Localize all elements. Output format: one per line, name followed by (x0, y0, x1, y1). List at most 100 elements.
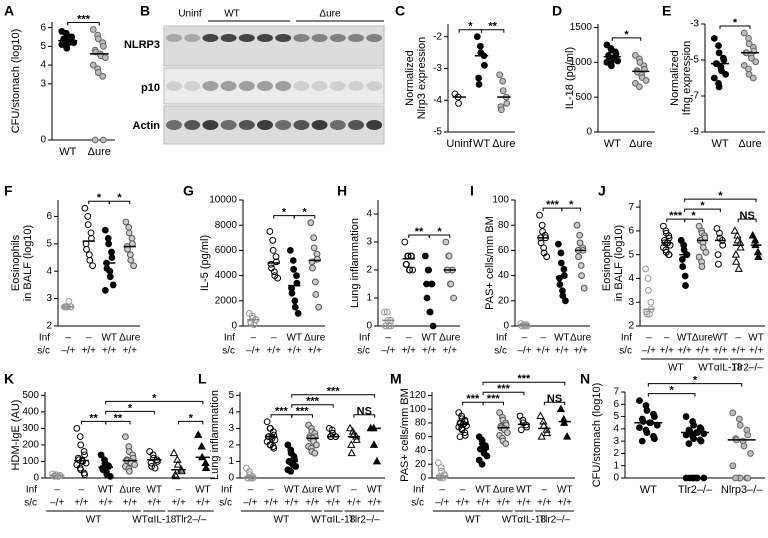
panel-letter: H (337, 183, 347, 199)
inf-label: WT (677, 333, 693, 344)
data-point (127, 256, 135, 264)
y-tick-label: 5 (228, 390, 234, 401)
data-point (383, 308, 391, 316)
significance-label: * (128, 402, 133, 414)
data-point (729, 462, 737, 470)
inf-label: – (79, 485, 85, 496)
y-axis-label: Normalized (404, 50, 416, 106)
data-point (245, 467, 253, 475)
blot-band (257, 120, 273, 130)
sc-label: +/+ (443, 346, 458, 357)
blot-band (329, 120, 346, 130)
data-point (718, 67, 725, 75)
data-point (562, 432, 572, 440)
blot-band (348, 81, 364, 91)
inf-label: – (54, 485, 60, 496)
y-tick-label: 0 (228, 473, 234, 484)
data-point (682, 282, 689, 289)
y-tick-label: 3 (40, 78, 46, 89)
x-tick-label: Δure (88, 146, 111, 158)
data-point (475, 74, 482, 82)
y-tick-label: -2 (433, 31, 442, 42)
x-tick-label: Uninf (446, 138, 473, 150)
inf-label: WT (286, 333, 302, 344)
data-point (272, 253, 280, 261)
inf-label: – (248, 485, 254, 496)
data-point (690, 421, 697, 429)
data-point (73, 461, 81, 469)
row-label: s/c (219, 498, 232, 509)
data-point (715, 42, 722, 49)
data-point (148, 463, 156, 470)
data-point (85, 251, 93, 259)
significance-label: ** (114, 412, 123, 424)
data-point (347, 440, 356, 448)
data-point (445, 252, 453, 260)
y-axis-label: CFU/stomach (log10) (591, 383, 603, 488)
data-point (697, 437, 705, 445)
data-point (749, 74, 757, 82)
data-point (434, 459, 442, 467)
data-point (747, 450, 754, 457)
significance-bracket (291, 394, 376, 398)
data-point (516, 412, 524, 420)
y-tick-label: 40 (415, 445, 427, 456)
sc-label: +/+ (455, 498, 470, 509)
data-point (151, 464, 159, 472)
inf-label: – (65, 333, 71, 344)
inf-label: – (460, 485, 466, 496)
row-label: NLRP3 (124, 39, 160, 51)
inf-label: WT (421, 333, 437, 344)
sc-label: +/+ (98, 498, 113, 509)
y-tick-label: 3 (628, 297, 634, 308)
data-point (284, 441, 292, 449)
blot-band (238, 120, 255, 130)
panel-letter: G (183, 183, 194, 199)
inf-label: Δure (119, 333, 141, 344)
data-point (266, 228, 274, 235)
data-point (169, 448, 179, 457)
y-tick-label: 100 (492, 195, 509, 206)
data-point (311, 278, 319, 286)
data-point (577, 262, 585, 269)
sc-label: +/+ (347, 498, 362, 509)
data-point (86, 256, 94, 264)
blot-band (238, 34, 255, 42)
data-point (270, 444, 278, 452)
data-point (84, 213, 92, 220)
inf-label: – (735, 333, 741, 344)
data-point (425, 266, 433, 274)
data-point (744, 431, 752, 439)
data-point (97, 451, 105, 459)
data-point (714, 251, 722, 259)
data-point (290, 265, 298, 273)
y-tick-label: 3 (46, 293, 52, 304)
significance-label: *** (327, 386, 341, 398)
y-tick-label: 6 (613, 399, 619, 410)
data-point (715, 49, 723, 57)
y-axis-label: IL-5 (pg/ml) (199, 235, 211, 291)
data-point (503, 100, 511, 107)
blot-band (184, 81, 201, 91)
y-tick-label: 120 (409, 390, 426, 401)
data-point (250, 321, 258, 329)
data-point (426, 308, 434, 316)
data-point (450, 294, 458, 302)
sc-label: +/+ (285, 498, 300, 509)
sc-label: +/+ (422, 346, 437, 357)
data-point (77, 441, 85, 449)
panel-letter: M (390, 371, 402, 387)
sc-label: +/+ (713, 346, 728, 357)
inf-label: WT (98, 485, 114, 496)
blot-band (275, 34, 292, 42)
blot-band (293, 120, 310, 130)
significance-bracket (353, 414, 376, 418)
data-point (702, 248, 710, 256)
data-point (580, 284, 588, 292)
data-point (81, 451, 88, 459)
row-label: Inf (413, 485, 424, 496)
blot-band (348, 120, 364, 130)
significance-label: NS (740, 210, 755, 222)
data-point (108, 248, 115, 256)
data-point (745, 65, 752, 73)
